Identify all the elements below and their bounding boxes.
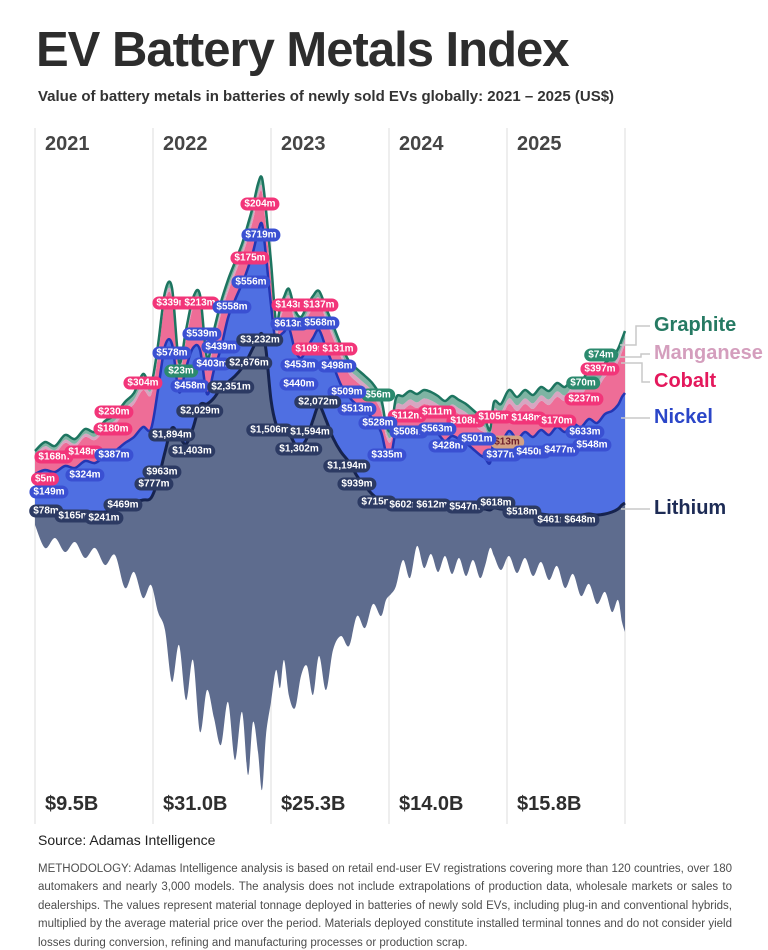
value-label: $148m <box>507 411 547 425</box>
value-label: $335m <box>367 448 407 462</box>
value-label: $777m <box>134 477 174 491</box>
value-label: $578m <box>152 346 192 360</box>
value-label: $439m <box>201 340 241 354</box>
value-label: $612m <box>412 498 452 512</box>
value-label: $2,676m <box>225 356 273 370</box>
legend-item-cobalt: Cobalt <box>654 370 717 392</box>
year-label-2022: 2022 <box>163 133 208 155</box>
value-label: $556m <box>231 275 271 289</box>
value-label: $1,194m <box>323 459 371 473</box>
value-label: $403m <box>192 357 232 371</box>
source-text: Source: Adamas Intelligence <box>38 832 216 848</box>
year-total-2024: $14.0B <box>399 793 464 815</box>
legend-item-nickel: Nickel <box>654 406 713 428</box>
value-label: $70m <box>566 376 600 390</box>
value-label: $148m <box>64 445 104 459</box>
value-label: $458m <box>170 379 210 393</box>
value-label: $13m <box>490 435 524 449</box>
value-label: $180m <box>93 422 133 436</box>
value-label: $304m <box>123 376 163 390</box>
value-label: $111m <box>417 405 457 419</box>
value-label: $509m <box>327 385 367 399</box>
page-subtitle: Value of battery metals in batteries of … <box>38 88 615 105</box>
value-label: $237m <box>564 392 604 406</box>
year-total-2022: $31.0B <box>163 793 228 815</box>
value-label: $563m <box>417 422 457 436</box>
value-label: $2,351m <box>207 380 255 394</box>
value-label: $498m <box>317 359 357 373</box>
value-label: $513m <box>337 402 377 416</box>
value-label: $477m <box>540 443 580 457</box>
value-label: $1,506m <box>246 423 294 437</box>
value-label: $175m <box>230 251 270 265</box>
page-title: EV Battery Metals Index <box>36 23 570 77</box>
value-label: $1,594m <box>286 425 334 439</box>
value-label: $568m <box>300 316 340 330</box>
value-label: $1,403m <box>168 444 216 458</box>
value-label: $149m <box>29 485 69 499</box>
value-label: $74m <box>584 348 618 362</box>
value-label: $528m <box>358 416 398 430</box>
legend-item-lithium: Lithium <box>654 497 727 519</box>
year-total-2025: $15.8B <box>517 793 582 815</box>
value-label: $548m <box>572 438 612 452</box>
value-label: $539m <box>182 327 222 341</box>
value-label: $131m <box>318 342 358 356</box>
year-label-2021: 2021 <box>45 133 90 155</box>
value-label: $613m <box>270 317 310 331</box>
methodology-text: METHODOLOGY: Adamas Intelligence analysi… <box>38 863 732 949</box>
value-label: $453m <box>280 358 320 372</box>
year-label-2023: 2023 <box>281 133 326 155</box>
value-label: $469m <box>103 498 143 512</box>
value-label: $518m <box>502 505 542 519</box>
value-label: $558m <box>212 300 252 314</box>
value-label: $719m <box>241 228 281 242</box>
value-label: $170m <box>537 414 577 428</box>
value-label: $5m <box>30 472 60 486</box>
value-label: $939m <box>337 477 377 491</box>
year-total-2021: $9.5B <box>45 793 99 815</box>
value-label: $137m <box>299 298 339 312</box>
value-label: $165m <box>54 509 94 523</box>
value-label: $547m <box>445 500 485 514</box>
value-label: $397m <box>580 362 620 376</box>
year-label-2024: 2024 <box>399 133 444 155</box>
year-label-2025: 2025 <box>517 133 562 155</box>
value-label: $501m <box>457 432 497 446</box>
value-label: $377m <box>482 448 522 462</box>
value-label: $78m <box>29 504 63 518</box>
value-label: $1,302m <box>275 442 323 456</box>
value-label: $324m <box>65 468 105 482</box>
legend-item-graphite: Graphite <box>654 314 737 336</box>
value-label: $2,072m <box>294 395 342 409</box>
value-label: $440m <box>279 377 319 391</box>
value-label: $2,029m <box>176 404 224 418</box>
value-label: $230m <box>94 405 134 419</box>
value-label: $1,894m <box>148 428 196 442</box>
value-label: $648m <box>560 513 600 527</box>
value-label: $3,232m <box>236 333 284 347</box>
value-label: $168m <box>34 450 74 464</box>
value-label: $105m <box>474 410 514 424</box>
legend-item-manganese: Manganese <box>654 342 763 364</box>
value-label: $241m <box>84 511 124 525</box>
year-total-2023: $25.3B <box>281 793 346 815</box>
value-label: $23m <box>164 364 198 378</box>
value-label: $213m <box>180 296 220 310</box>
value-label: $204m <box>240 197 280 211</box>
value-label: $112m <box>387 409 427 423</box>
value-label: $387m <box>94 448 134 462</box>
value-label: $963m <box>142 465 182 479</box>
value-label: $633m <box>565 425 605 439</box>
value-label: $56m <box>361 388 395 402</box>
